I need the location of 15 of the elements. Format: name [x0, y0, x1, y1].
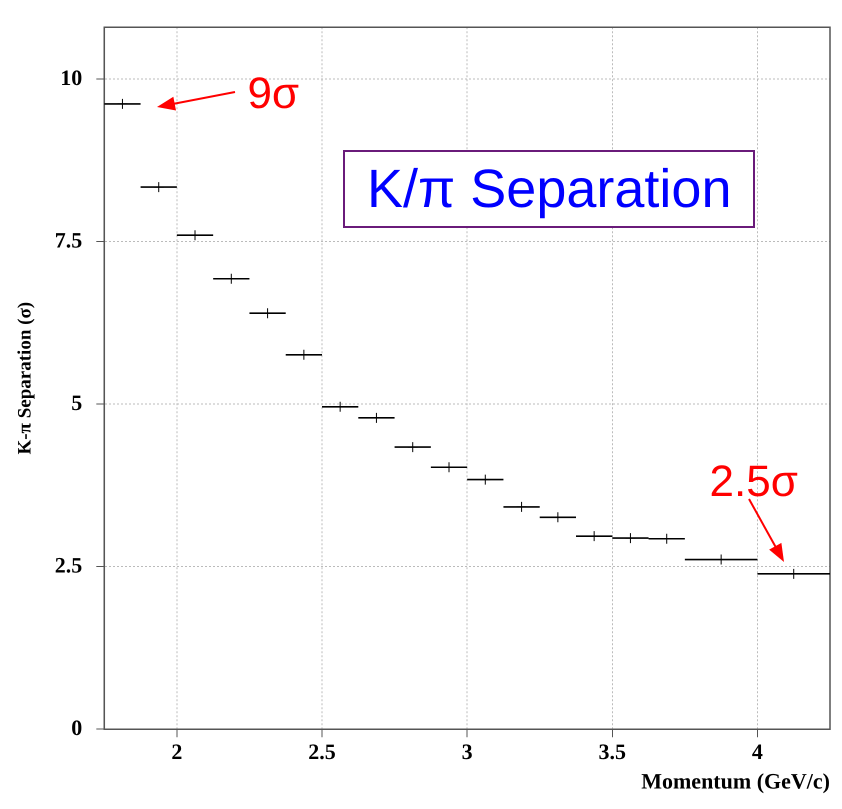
annotation: K/π Separation: [343, 150, 756, 228]
x-tick-label: 4: [752, 739, 763, 764]
x-tick-label: 2: [171, 739, 182, 764]
y-tick-label: 7.5: [54, 227, 82, 252]
y-tick-label: 2.5: [54, 552, 82, 578]
y-tick-label: 5: [71, 390, 82, 415]
annotation: 9σ: [247, 69, 300, 118]
x-axis-title: Momentum (GeV/c): [641, 768, 830, 794]
y-axis-title: K-π Separation (σ): [14, 302, 36, 455]
y-tick-label: 10: [60, 64, 82, 90]
x-tick-label: 3: [462, 739, 473, 764]
x-tick-label: 3.5: [598, 739, 626, 764]
y-tick-label: 0: [71, 714, 82, 740]
x-tick-label: 2.5: [308, 739, 336, 764]
annotation: 2.5σ: [710, 456, 798, 506]
